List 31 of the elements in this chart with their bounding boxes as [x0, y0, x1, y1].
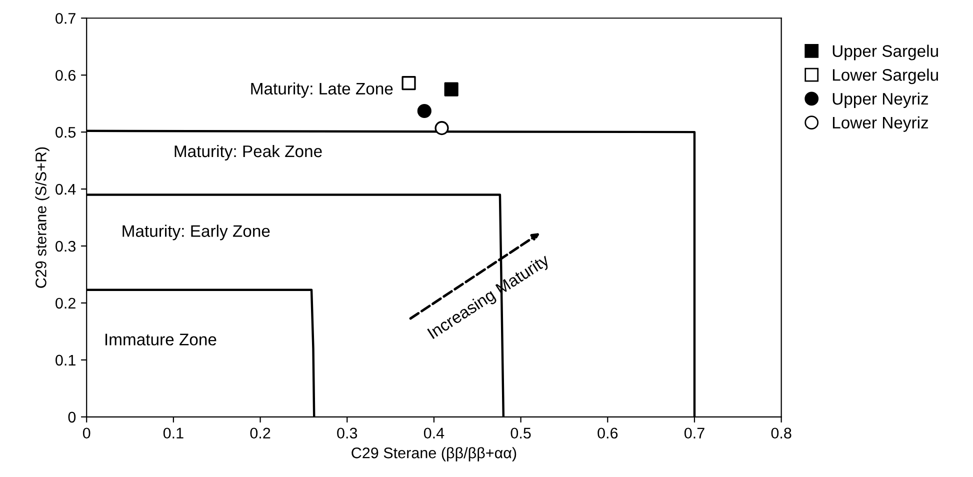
x-tick-label: 0.5	[510, 428, 531, 439]
x-tick-label: 0.2	[250, 428, 270, 439]
x-axis-title: C29 Sterane (ββ/ββ+αα)	[352, 447, 516, 462]
annotation: Maturity: Peak Zone	[174, 144, 322, 160]
legend-label: Upper Sargelu	[832, 44, 938, 60]
annotation: Maturity: Early Zone	[122, 224, 270, 240]
y-axis-title: C29 sterane (S/S+R)	[35, 147, 50, 288]
y-tick-label: 0.1	[56, 354, 76, 366]
point	[434, 121, 449, 136]
y-tick-label: 0.5	[56, 126, 76, 138]
point	[402, 76, 416, 90]
legend-label: Lower Neyriz	[832, 116, 928, 132]
x-tick-label: 0.7	[684, 428, 704, 439]
x-tick-label: 0.4	[424, 428, 444, 439]
legend-label: Lower Sargelu	[832, 68, 938, 84]
x-tick-label: 0.6	[598, 428, 618, 439]
x-tick-label: 0.3	[337, 428, 358, 439]
y-tick-label: 0.6	[56, 70, 76, 81]
point	[417, 104, 432, 118]
x-tick-label: 0.8	[771, 428, 792, 439]
y-tick-label: 0.3	[56, 240, 76, 252]
y-tick-label: 0.2	[56, 298, 76, 309]
y-tick-label: 0	[68, 412, 76, 423]
y-tick-label: 0.7	[56, 12, 76, 24]
x-tick-label: 0.1	[163, 428, 184, 439]
annotation: Maturity: Late Zone	[251, 82, 393, 98]
point	[444, 82, 458, 96]
x-tick-label: 0	[82, 428, 90, 439]
legend-label: Upper Neyriz	[832, 92, 928, 108]
y-tick-label: 0.4	[56, 184, 76, 195]
annotation: Immature Zone	[106, 334, 216, 346]
